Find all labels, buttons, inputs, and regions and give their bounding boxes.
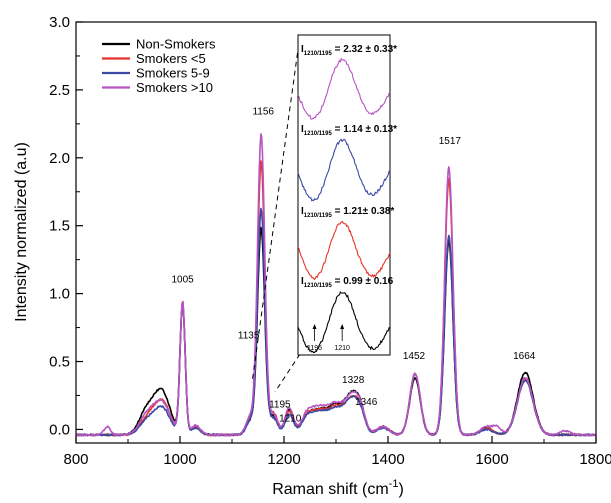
inset-connector-right <box>274 353 301 393</box>
x-tick-label-0: 800 <box>63 451 88 468</box>
inset-annotations: I1210/1195 = 2.32 ± 0.33*I1210/1195 = 1.… <box>301 44 397 289</box>
inset-ratio-symbol-3: I <box>301 276 304 287</box>
inset-trace-0 <box>297 291 391 354</box>
inset-ratio-value-2: = 1.21± 0.38* <box>332 206 395 217</box>
peak-label-1210: 1210 <box>279 413 302 424</box>
ticks-layer: 800 1000 1200 1400 1600 1800 0.0 0.5 1.0 1.5 2.0 2.… <box>49 14 611 468</box>
inset-ratio-1: I1210/1195 = 1.14 ± 0.13* <box>301 124 397 137</box>
inset-ratio-subscript-1: 1210/1195 <box>304 131 333 137</box>
x-axis-title-close: ) <box>398 481 403 498</box>
peak-label-1664: 1664 <box>513 351 536 362</box>
inset-tick-label-0: 1195 <box>307 345 322 352</box>
inset-traces <box>297 57 391 354</box>
peak-label-1452: 1452 <box>403 351 426 362</box>
inset-trace-1 <box>297 220 391 281</box>
inset-ratio-symbol-2: I <box>301 206 304 217</box>
inset-ratio-symbol-0: I <box>301 44 304 55</box>
y-tick-label-4: 2.0 <box>49 150 70 167</box>
inset-ratio-subscript-0: 1210/1195 <box>304 51 333 57</box>
y-tick-label-0: 0.0 <box>49 421 70 438</box>
inset-arrowhead-0 <box>312 324 317 329</box>
peak-labels-layer: 1005 1135 1156 1195 1210 1328 1346 1452 1517 1664 <box>171 106 535 424</box>
inset-panel: I1210/1195 = 2.32 ± 0.33*I1210/1195 = 1.… <box>297 34 397 356</box>
peak-label-1195: 1195 <box>269 400 291 411</box>
inset-ratio-subscript-3: 1210/1195 <box>304 283 333 289</box>
inset-arrowhead-1 <box>340 324 345 329</box>
x-tick-label-5: 1800 <box>579 451 611 468</box>
series-line-3 <box>75 133 597 437</box>
peak-label-1135: 1135 <box>238 330 260 341</box>
inset-ticks: 1195 1210 <box>307 324 350 352</box>
inset-ratio-symbol-1: I <box>301 124 304 135</box>
inset-ratio-3: I1210/1195 = 0.99 ± 0.16 <box>301 276 394 289</box>
legend-label-1: Smokers <5 <box>136 51 206 66</box>
peak-label-1517: 1517 <box>439 136 462 147</box>
y-tick-label-6: 3.0 <box>49 14 70 31</box>
y-tick-label-1: 0.5 <box>49 354 70 371</box>
inset-ratio-value-0: = 2.32 ± 0.33* <box>332 44 397 55</box>
y-tick-label-3: 1.5 <box>49 218 70 235</box>
x-tick-label-2: 1200 <box>267 451 300 468</box>
inset-ratio-value-1: = 1.14 ± 0.13* <box>332 124 397 135</box>
x-tick-label-1: 1000 <box>163 451 196 468</box>
x-axis-title-superscript: -1 <box>389 478 399 490</box>
inset-trace-2 <box>297 138 390 202</box>
inset-tick-label-1: 1210 <box>334 345 350 352</box>
inset-ratio-value-3: = 0.99 ± 0.16 <box>332 276 394 287</box>
inset-connector-left <box>251 34 301 384</box>
x-axis-title-main: Raman shift (cm <box>272 481 388 498</box>
y-tick-label-2: 1.0 <box>49 286 70 303</box>
series-layer <box>75 133 597 437</box>
legend-label-0: Non-Smokers <box>136 37 216 52</box>
x-tick-label-4: 1600 <box>475 451 508 468</box>
legend-label-3: Smokers >10 <box>136 80 213 95</box>
peak-label-1346: 1346 <box>355 397 378 408</box>
inset-ratio-0: I1210/1195 = 2.32 ± 0.33* <box>301 44 397 57</box>
y-tick-label-5: 2.5 <box>49 82 70 99</box>
inset-ratio-2: I1210/1195 = 1.21± 0.38* <box>301 206 394 219</box>
peak-label-1328: 1328 <box>342 375 365 386</box>
inset-ratio-subscript-2: 1210/1195 <box>304 213 333 219</box>
legend-label-2: Smokers 5-9 <box>136 66 210 81</box>
x-tick-label-3: 1400 <box>371 451 404 468</box>
x-axis-title: Raman shift (cm-1) <box>272 478 404 498</box>
inset-frame <box>297 34 391 356</box>
y-axis-title: Intensity normalized (a.u) <box>13 142 30 322</box>
peak-label-1156: 1156 <box>252 106 274 117</box>
peak-label-1005: 1005 <box>171 275 194 286</box>
inset-trace-3 <box>297 57 391 120</box>
